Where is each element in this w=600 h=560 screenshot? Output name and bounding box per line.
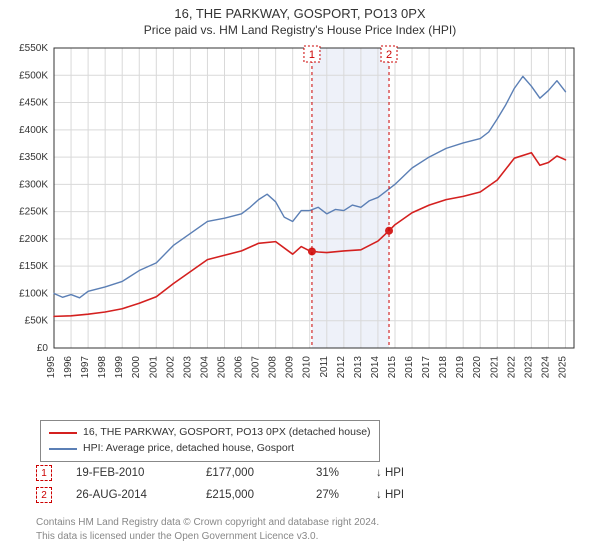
legend-swatch [49, 432, 77, 434]
svg-text:2004: 2004 [199, 356, 210, 379]
svg-text:2016: 2016 [404, 356, 415, 379]
svg-text:2005: 2005 [216, 356, 227, 379]
legend-label: HPI: Average price, detached house, Gosp… [83, 441, 294, 457]
svg-text:2011: 2011 [319, 356, 330, 378]
svg-text:1999: 1999 [114, 356, 125, 379]
svg-text:2001: 2001 [148, 356, 159, 379]
svg-text:2024: 2024 [540, 356, 551, 379]
svg-text:2015: 2015 [387, 356, 398, 379]
svg-text:£350K: £350K [19, 152, 48, 163]
svg-text:2013: 2013 [353, 356, 364, 379]
table-row: 1 19-FEB-2010 £177,000 31% ↓ HPI [36, 462, 436, 484]
legend-swatch [49, 448, 77, 450]
legend-item: 16, THE PARKWAY, GOSPORT, PO13 0PX (deta… [49, 425, 371, 441]
svg-text:£100K: £100K [19, 288, 48, 299]
svg-text:2007: 2007 [251, 356, 262, 379]
sale-direction: ↓ HPI [376, 489, 436, 501]
svg-text:2012: 2012 [336, 356, 347, 379]
title-sub: Price paid vs. HM Land Registry's House … [0, 21, 600, 37]
svg-text:2003: 2003 [182, 356, 193, 379]
svg-text:£450K: £450K [19, 98, 48, 109]
svg-text:£250K: £250K [19, 207, 48, 218]
svg-text:2010: 2010 [302, 356, 313, 379]
sale-date: 26-AUG-2014 [76, 489, 206, 501]
sale-marker-icon: 1 [36, 465, 52, 481]
svg-text:2006: 2006 [234, 356, 245, 379]
svg-text:2018: 2018 [438, 356, 449, 379]
svg-text:2020: 2020 [472, 356, 483, 379]
footer-line: This data is licensed under the Open Gov… [36, 530, 379, 544]
svg-text:2002: 2002 [165, 356, 176, 379]
svg-text:1998: 1998 [97, 356, 108, 379]
chart-container: 16, THE PARKWAY, GOSPORT, PO13 0PX Price… [0, 0, 600, 560]
title-main: 16, THE PARKWAY, GOSPORT, PO13 0PX [0, 0, 600, 21]
footer-line: Contains HM Land Registry data © Crown c… [36, 516, 379, 530]
sale-price: £177,000 [206, 467, 316, 479]
svg-text:1997: 1997 [80, 356, 91, 379]
sale-pct: 31% [316, 467, 376, 479]
svg-text:1996: 1996 [63, 356, 74, 379]
svg-text:£400K: £400K [19, 125, 48, 136]
svg-text:£500K: £500K [19, 70, 48, 81]
svg-text:2008: 2008 [268, 356, 279, 379]
legend-label: 16, THE PARKWAY, GOSPORT, PO13 0PX (deta… [83, 425, 371, 441]
svg-text:£200K: £200K [19, 234, 48, 245]
chart: £0 £50K £100K £150K £200K £250K £300K £350K £400… [0, 42, 600, 412]
sales-table: 1 19-FEB-2010 £177,000 31% ↓ HPI 2 26-AU… [36, 462, 436, 506]
svg-text:2019: 2019 [455, 356, 466, 379]
sale-marker-icon: 2 [36, 487, 52, 503]
svg-text:2009: 2009 [285, 356, 296, 379]
svg-text:2023: 2023 [523, 356, 534, 379]
chart-svg: £0 £50K £100K £150K £200K £250K £300K £350K £400… [0, 42, 600, 412]
svg-text:2022: 2022 [506, 356, 517, 379]
svg-text:2017: 2017 [421, 356, 432, 379]
svg-text:2000: 2000 [131, 356, 142, 379]
svg-text:£0: £0 [37, 343, 49, 354]
svg-text:£50K: £50K [25, 316, 49, 327]
svg-text:£300K: £300K [19, 179, 48, 190]
svg-text:£550K: £550K [19, 43, 48, 54]
footer: Contains HM Land Registry data © Crown c… [36, 516, 379, 543]
sale-pct: 27% [316, 489, 376, 501]
sale-price: £215,000 [206, 489, 316, 501]
svg-text:2025: 2025 [557, 356, 568, 379]
svg-text:1: 1 [309, 49, 315, 61]
svg-text:2021: 2021 [489, 356, 500, 379]
svg-text:£150K: £150K [19, 261, 48, 272]
legend: 16, THE PARKWAY, GOSPORT, PO13 0PX (deta… [40, 420, 380, 462]
sale-direction: ↓ HPI [376, 467, 436, 479]
legend-item: HPI: Average price, detached house, Gosp… [49, 441, 371, 457]
svg-text:1995: 1995 [46, 356, 57, 379]
svg-text:2: 2 [386, 49, 392, 61]
table-row: 2 26-AUG-2014 £215,000 27% ↓ HPI [36, 484, 436, 506]
sale-date: 19-FEB-2010 [76, 467, 206, 479]
svg-text:2014: 2014 [370, 356, 381, 379]
